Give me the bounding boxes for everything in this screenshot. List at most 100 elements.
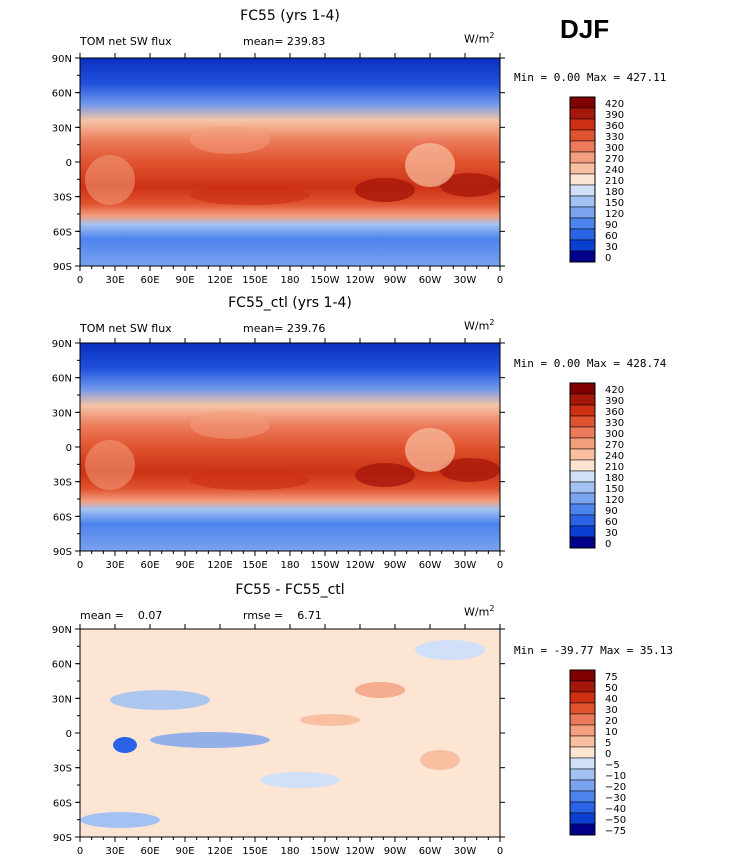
colorbar-label: 210 bbox=[605, 176, 624, 187]
colorbar-label: 180 bbox=[605, 187, 624, 198]
lon-tick-label: 150E bbox=[242, 275, 267, 286]
colorbar-box bbox=[569, 724, 596, 737]
lon-tick-label: 0 bbox=[77, 275, 83, 286]
lon-tick-label: 30W bbox=[454, 846, 477, 857]
colorbar-label: 300 bbox=[605, 429, 624, 440]
lat-tick-label: 90S bbox=[53, 833, 72, 844]
panel-1-title: FC55 (yrs 1-4) bbox=[240, 8, 340, 24]
colorbar-box bbox=[569, 404, 596, 417]
lat-tick-label: 60S bbox=[53, 512, 72, 523]
colorbar-label: 5 bbox=[605, 738, 611, 749]
lon-tick-label: 30W bbox=[454, 560, 477, 571]
colorbar-box bbox=[569, 206, 596, 219]
colorbar-label: 180 bbox=[605, 473, 624, 484]
panel-2-minmax: Min = 0.00 Max = 428.74 bbox=[514, 357, 667, 370]
colorbar-box bbox=[569, 790, 596, 803]
panel-2-units: W/m2 bbox=[464, 318, 495, 333]
colorbar-box bbox=[569, 382, 596, 395]
colorbar-label: 90 bbox=[605, 506, 618, 517]
colorbar-label: 300 bbox=[605, 143, 624, 154]
lat-tick-label: 60S bbox=[53, 227, 72, 238]
panel-2-mean-value: 239.76 bbox=[286, 322, 326, 335]
lat-tick-label: 30N bbox=[52, 694, 72, 705]
colorbar-label: −5 bbox=[605, 760, 620, 771]
lat-tick-label: 90S bbox=[53, 547, 72, 558]
colorbar-label: 20 bbox=[605, 716, 618, 727]
lon-tick-label: 0 bbox=[497, 846, 503, 857]
colorbar-label: 10 bbox=[605, 727, 618, 738]
panel-1-map bbox=[79, 57, 501, 267]
colorbar-label: 330 bbox=[605, 132, 624, 143]
panel-3-title: FC55 - FC55_ctl bbox=[235, 582, 345, 598]
lon-tick-label: 180 bbox=[280, 846, 299, 857]
axes-layer: 90N 60N 30N 0 30S 60S 90S 0 30E 60E 90E 120E 150E 180… bbox=[52, 53, 505, 857]
lon-tick-label: 120E bbox=[207, 846, 232, 857]
colorbar-label: 360 bbox=[605, 121, 624, 132]
colorbar-box bbox=[569, 801, 596, 814]
colorbar-box bbox=[569, 525, 596, 538]
panel-3-rmse-label: rmse = 6.71 bbox=[243, 609, 322, 622]
colorbar-frame bbox=[569, 382, 596, 549]
colorbar-frame bbox=[569, 669, 596, 836]
lon-tick-label: 60W bbox=[419, 560, 442, 571]
lat-tick-label: 0 bbox=[66, 443, 72, 454]
colorbar-box bbox=[569, 415, 596, 428]
colorbar-label: 360 bbox=[605, 407, 624, 418]
lon-tick-label: 120W bbox=[346, 846, 375, 857]
colorbar-label: −10 bbox=[605, 771, 626, 782]
lon-tick-label: 0 bbox=[77, 846, 83, 857]
colorbar-label: 420 bbox=[605, 99, 624, 110]
lat-tick-label: 30S bbox=[53, 193, 72, 204]
colorbar-frame bbox=[569, 96, 596, 263]
panel-3-minmax: Min = -39.77 Max = 35.13 bbox=[514, 644, 673, 657]
lon-tick-label: 150W bbox=[311, 846, 340, 857]
season-label: DJF bbox=[560, 14, 610, 44]
colorbar-box bbox=[569, 118, 596, 131]
colorbar-box bbox=[569, 96, 596, 109]
colorbar-label: 75 bbox=[605, 672, 618, 683]
lon-tick-label: 180 bbox=[280, 560, 299, 571]
panel-1-mean-value: 239.83 bbox=[286, 35, 326, 48]
colorbar-label: 120 bbox=[605, 495, 624, 506]
colorbar-label: 40 bbox=[605, 694, 618, 705]
colorbar-box bbox=[569, 779, 596, 792]
lon-tick-label: 60E bbox=[140, 560, 159, 571]
lat-tick-label: 90N bbox=[52, 625, 72, 636]
lon-tick-label: 60E bbox=[140, 846, 159, 857]
colorbar-label: 240 bbox=[605, 165, 624, 176]
panel-3-mean-value: 0.07 bbox=[137, 609, 163, 622]
lon-tick-label: 90E bbox=[175, 560, 194, 571]
colorbar-box bbox=[569, 239, 596, 252]
lat-tick-label: 60N bbox=[52, 660, 72, 671]
colorbar-box bbox=[569, 536, 596, 549]
lon-tick-label: 60W bbox=[419, 275, 442, 286]
colorbar-box bbox=[569, 173, 596, 186]
lat-tick-label: 30S bbox=[53, 478, 72, 489]
colorbar-box bbox=[569, 162, 596, 175]
colorbar-box bbox=[569, 459, 596, 472]
colorbar-box bbox=[569, 228, 596, 241]
colorbar-label: 150 bbox=[605, 198, 624, 209]
colorbar-box bbox=[569, 713, 596, 726]
colorbar-label: 270 bbox=[605, 440, 624, 451]
panel-1-variable-label: TOM net SW flux bbox=[80, 35, 172, 48]
panel-1-units: W/m2 bbox=[464, 31, 495, 46]
panel-3-rmse-value: 6.71 bbox=[297, 609, 322, 622]
lon-tick-label: 60W bbox=[419, 846, 442, 857]
colorbar-label: 60 bbox=[605, 231, 618, 242]
colorbar-box bbox=[569, 107, 596, 120]
colorbar-box bbox=[569, 437, 596, 450]
lon-tick-label: 0 bbox=[497, 560, 503, 571]
colorbar-layer: 4203903603303002702402101801501209060300… bbox=[569, 96, 626, 837]
lon-tick-label: 90W bbox=[384, 846, 407, 857]
colorbar-box bbox=[569, 503, 596, 516]
colorbar-label: 120 bbox=[605, 209, 624, 220]
lon-tick-label: 180 bbox=[280, 275, 299, 286]
panel-3-field bbox=[80, 629, 500, 837]
colorbar-box bbox=[569, 680, 596, 693]
lat-tick-label: 0 bbox=[66, 158, 72, 169]
panel-3-features bbox=[80, 640, 485, 828]
colorbar-label: −30 bbox=[605, 793, 626, 804]
colorbar-box bbox=[569, 768, 596, 781]
lon-tick-label: 30E bbox=[105, 846, 124, 857]
